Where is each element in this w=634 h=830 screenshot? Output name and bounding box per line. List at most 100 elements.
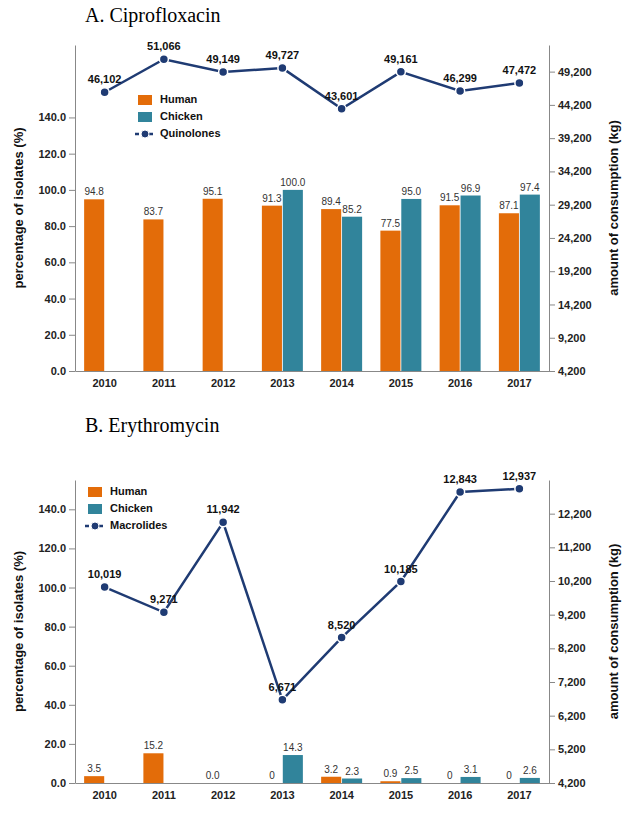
tick-label: 80.0 [45, 621, 66, 633]
tick-mark [69, 154, 75, 155]
tick-mark [549, 238, 555, 239]
bar-label: 0.9 [383, 768, 397, 779]
bar-label: 100.0 [280, 177, 305, 188]
tick-label: 11,200 [558, 541, 591, 553]
legend-swatch [88, 487, 102, 497]
tick-label: 9,200 [558, 609, 586, 621]
bar [203, 783, 223, 784]
tick-label: 0.0 [51, 365, 66, 377]
bar [440, 783, 460, 784]
line-marker [219, 67, 228, 76]
tick-mark [69, 783, 75, 784]
tick-label: 100.0 [38, 582, 66, 594]
legend-swatch [138, 95, 152, 105]
legend-label: Human [160, 93, 198, 105]
bar [461, 777, 481, 783]
tick-mark [69, 666, 75, 667]
line-label: 49,161 [384, 53, 418, 65]
tick: 2010 [92, 789, 116, 801]
tick: 11,200 [549, 541, 591, 553]
line-marker [278, 695, 287, 704]
bar-label: 2.5 [404, 765, 418, 776]
tick-label: 2012 [211, 377, 235, 389]
tick-label: 10,200 [558, 575, 592, 587]
line-label: 51,066 [147, 40, 181, 52]
tick-mark [549, 716, 555, 717]
line-marker [219, 518, 228, 527]
bar [401, 778, 421, 783]
y-axis-title: percentage of isolates (%) [11, 127, 26, 288]
tick: 2011 [152, 789, 176, 801]
line-label: 6,671 [269, 681, 297, 693]
tick: 12,200 [549, 508, 592, 520]
tick-mark [549, 371, 555, 372]
tick: 2015 [389, 789, 413, 801]
tick-mark [69, 299, 75, 300]
bar-label: 0.0 [206, 770, 220, 781]
tick-label: 5,200 [558, 743, 586, 755]
bar-label: 77.5 [381, 218, 401, 229]
bar [499, 213, 519, 371]
line-marker [159, 55, 168, 64]
tick: 0.0 [51, 777, 75, 789]
tick: 120.0 [38, 148, 75, 160]
legend-label: Chicken [110, 502, 153, 514]
bar-label: 15.2 [144, 740, 164, 751]
tick-label: 2016 [448, 789, 472, 801]
tick: 120.0 [38, 542, 75, 554]
tick-label: 2011 [152, 789, 176, 801]
tick-mark [549, 338, 555, 339]
bar-label: 96.9 [461, 183, 481, 194]
line-marker [396, 67, 405, 76]
bar [342, 217, 362, 371]
bar [262, 206, 282, 371]
tick-label: 20.0 [45, 329, 66, 341]
tick-label: 140.0 [38, 111, 66, 123]
line-label: 11,942 [207, 503, 240, 515]
tick-mark [69, 371, 75, 372]
bar-label: 3.2 [324, 764, 338, 775]
tick-label: 2014 [329, 789, 354, 801]
axis-line [76, 371, 550, 372]
line-label: 43,601 [325, 90, 359, 102]
tick-mark [69, 548, 75, 549]
tick-mark [69, 335, 75, 336]
tick-label: 12,200 [558, 508, 592, 520]
tick-label: 2015 [389, 377, 413, 389]
bar [143, 219, 163, 371]
tick-mark [69, 117, 75, 118]
tick-label: 2014 [329, 377, 354, 389]
bar [520, 778, 540, 783]
tick: 34,200 [549, 165, 592, 177]
tick-mark [69, 705, 75, 706]
tick-mark [549, 615, 555, 616]
bar [84, 776, 104, 783]
bar-label: 2.3 [345, 766, 359, 777]
axis-line [75, 481, 76, 784]
bar-label: 0 [269, 770, 275, 781]
tick-label: 4,200 [558, 777, 586, 789]
bar [440, 205, 460, 371]
tick-label: 2015 [389, 789, 413, 801]
tick: 14,200 [549, 298, 592, 310]
tick-label: 34,200 [558, 165, 592, 177]
tick-label: 2010 [92, 377, 116, 389]
tick-mark [549, 749, 555, 750]
bar-label: 95.0 [402, 186, 422, 197]
line-marker [456, 488, 465, 497]
line-marker [278, 64, 287, 73]
axis-line [549, 481, 550, 784]
bar [321, 209, 341, 371]
tick: 100.0 [38, 184, 75, 196]
line-label: 10,185 [384, 563, 418, 575]
tick: 0.0 [51, 365, 75, 377]
tick-mark [549, 171, 555, 172]
y-axis: 0.020.040.060.080.0100.0120.0140.0 [38, 481, 75, 790]
line-label: 10,019 [88, 568, 122, 580]
tick: 2010 [92, 377, 116, 389]
bar [262, 783, 282, 784]
tick-label: 2011 [152, 377, 176, 389]
axis-line [75, 46, 76, 372]
y2-axis-title: amount of consumption (kg) [606, 120, 621, 295]
bar [380, 781, 400, 783]
